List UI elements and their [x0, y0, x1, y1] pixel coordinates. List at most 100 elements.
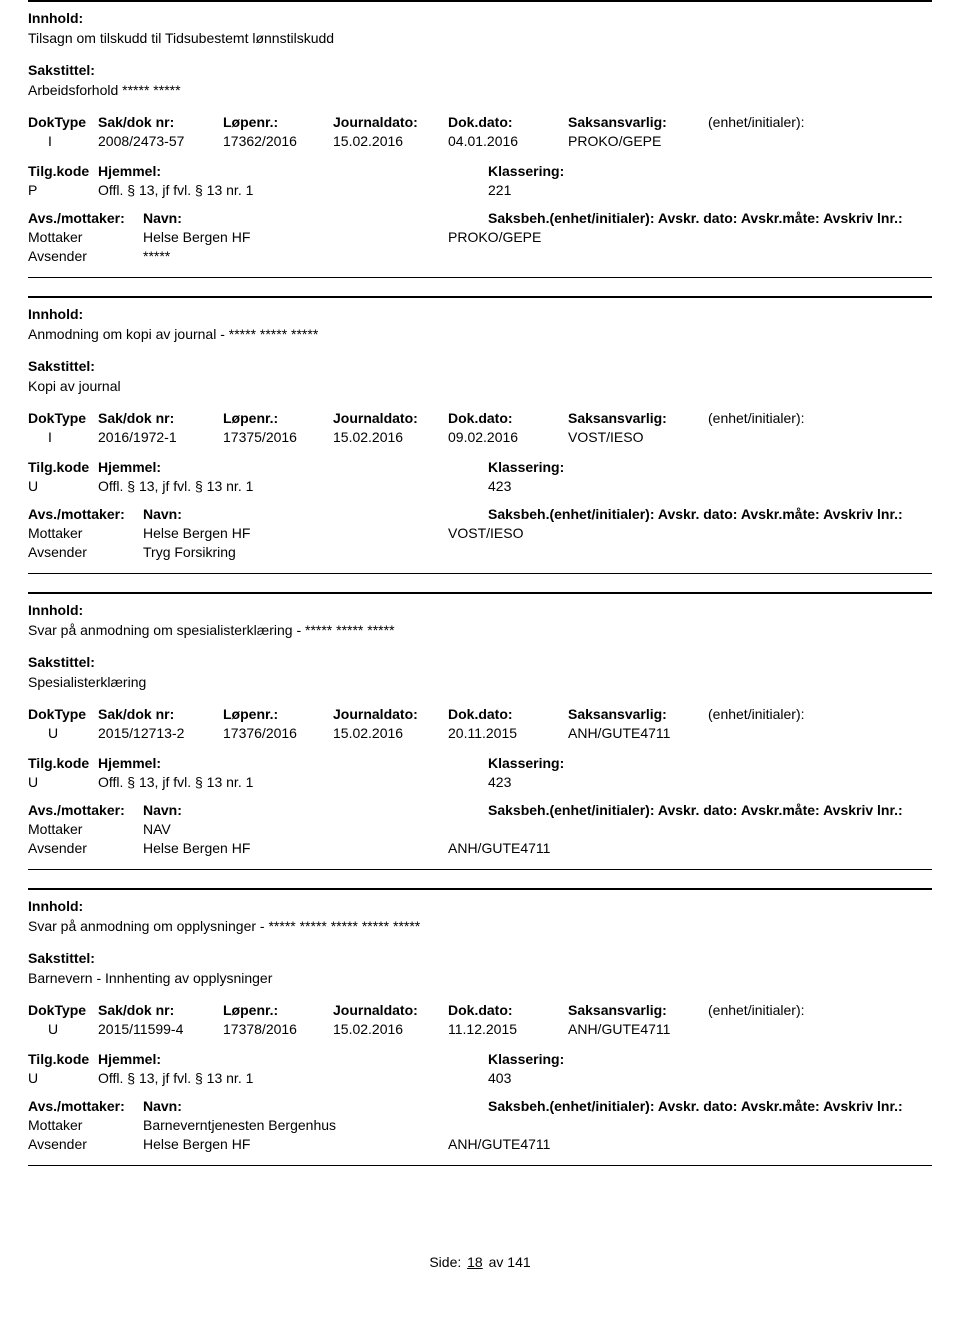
- journal-entry: Innhold: Svar på anmodning om opplysning…: [28, 888, 932, 1184]
- party-role: Mottaker: [28, 1117, 143, 1133]
- sakdok-label: Sak/dok nr:: [98, 410, 223, 426]
- navn-label: Navn:: [143, 506, 488, 522]
- klassering-value: 403: [488, 1070, 628, 1086]
- saksansvarlig-label: Saksansvarlig:: [568, 410, 708, 426]
- doktype-label: DokType: [28, 410, 98, 426]
- party-handler: [448, 1117, 628, 1133]
- hjemmel-label: Hjemmel:: [98, 1051, 488, 1067]
- party-handler: [448, 248, 628, 264]
- doktype-label: DokType: [28, 706, 98, 722]
- footer-page-number: 18: [465, 1254, 485, 1270]
- tilgkode-label: Tilg.kode: [28, 163, 98, 179]
- party-row: Mottaker Helse Bergen HF VOST/IESO: [28, 525, 932, 541]
- klassering-value: 423: [488, 774, 628, 790]
- party-row: Mottaker Barneverntjenesten Bergenhus: [28, 1117, 932, 1133]
- party-handler: ANH/GUTE4711: [448, 1136, 628, 1152]
- hjemmel-value: Offl. § 13, jf fvl. § 13 nr. 1: [98, 182, 488, 198]
- party-handler: [448, 544, 628, 560]
- party-row: Avsender Tryg Forsikring: [28, 544, 932, 560]
- saksansvarlig-value: VOST/IESO: [568, 429, 708, 445]
- avsmottaker-label: Avs./mottaker:: [28, 210, 143, 226]
- party-role: Mottaker: [28, 821, 143, 837]
- party-role: Avsender: [28, 1136, 143, 1152]
- sakdok-label: Sak/dok nr:: [98, 114, 223, 130]
- sakstittel-label: Sakstittel:: [28, 654, 932, 670]
- lopenr-label: Løpenr.:: [223, 114, 333, 130]
- party-handler: PROKO/GEPE: [448, 229, 628, 245]
- party-name: Barneverntjenesten Bergenhus: [143, 1117, 448, 1133]
- klassering-value: 221: [488, 182, 628, 198]
- tilgkode-label: Tilg.kode: [28, 755, 98, 771]
- tilgkode-value: U: [28, 774, 98, 790]
- sakdok-value: 2008/2473-57: [98, 133, 223, 149]
- journal-entry: Innhold: Anmodning om kopi av journal - …: [28, 296, 932, 592]
- party-handler: [448, 821, 628, 837]
- doktype-label: DokType: [28, 114, 98, 130]
- saksansvarlig-label: Saksansvarlig:: [568, 1002, 708, 1018]
- sakdok-value: 2015/12713-2: [98, 725, 223, 741]
- enhet-value: [708, 1021, 932, 1037]
- party-row: Mottaker Helse Bergen HF PROKO/GEPE: [28, 229, 932, 245]
- journaldato-label: Journaldato:: [333, 410, 448, 426]
- tilgkode-label: Tilg.kode: [28, 1051, 98, 1067]
- footer-sep: av: [489, 1254, 504, 1270]
- journal-entry: Innhold: Tilsagn om tilskudd til Tidsube…: [28, 0, 932, 296]
- party-row: Avsender Helse Bergen HF ANH/GUTE4711: [28, 840, 932, 856]
- lopenr-value: 17362/2016: [223, 133, 333, 149]
- tilgkode-label: Tilg.kode: [28, 459, 98, 475]
- journaldato-value: 15.02.2016: [333, 429, 448, 445]
- saksansvarlig-label: Saksansvarlig:: [568, 114, 708, 130]
- navn-label: Navn:: [143, 1098, 488, 1114]
- saksbeh-label: Saksbeh.(enhet/initialer): Avskr. dato: …: [488, 210, 932, 226]
- hjemmel-label: Hjemmel:: [98, 163, 488, 179]
- tilgkode-value: U: [28, 478, 98, 494]
- tilgkode-value: U: [28, 1070, 98, 1086]
- lopenr-value: 17376/2016: [223, 725, 333, 741]
- journaldato-label: Journaldato:: [333, 1002, 448, 1018]
- party-handler: VOST/IESO: [448, 525, 628, 541]
- dokdato-label: Dok.dato:: [448, 114, 568, 130]
- innhold-text: Svar på anmodning om opplysninger - ****…: [28, 918, 932, 934]
- doktype-value: U: [28, 1021, 98, 1037]
- klassering-label: Klassering:: [488, 1051, 628, 1067]
- doktype-label: DokType: [28, 1002, 98, 1018]
- doktype-value: U: [28, 725, 98, 741]
- sakstittel-label: Sakstittel:: [28, 62, 932, 78]
- party-name: Helse Bergen HF: [143, 229, 448, 245]
- journaldato-label: Journaldato:: [333, 706, 448, 722]
- hjemmel-value: Offl. § 13, jf fvl. § 13 nr. 1: [98, 478, 488, 494]
- journaldato-value: 15.02.2016: [333, 133, 448, 149]
- enhet-label: (enhet/initialer):: [708, 410, 932, 426]
- dokdato-value: 04.01.2016: [448, 133, 568, 149]
- footer-side-label: Side:: [429, 1254, 461, 1270]
- party-name: Helse Bergen HF: [143, 840, 448, 856]
- avsmottaker-label: Avs./mottaker:: [28, 802, 143, 818]
- innhold-label: Innhold:: [28, 306, 932, 322]
- saksansvarlig-value: ANH/GUTE4711: [568, 1021, 708, 1037]
- sakstittel-label: Sakstittel:: [28, 950, 932, 966]
- party-role: Mottaker: [28, 525, 143, 541]
- dokdato-label: Dok.dato:: [448, 706, 568, 722]
- klassering-label: Klassering:: [488, 163, 628, 179]
- party-row: Mottaker NAV: [28, 821, 932, 837]
- party-name: Tryg Forsikring: [143, 544, 448, 560]
- dokdato-value: 11.12.2015: [448, 1021, 568, 1037]
- party-row: Avsender *****: [28, 248, 932, 264]
- journal-entry: Innhold: Svar på anmodning om spesialist…: [28, 592, 932, 888]
- party-role: Mottaker: [28, 229, 143, 245]
- dokdato-label: Dok.dato:: [448, 1002, 568, 1018]
- navn-label: Navn:: [143, 802, 488, 818]
- innhold-label: Innhold:: [28, 602, 932, 618]
- saksansvarlig-label: Saksansvarlig:: [568, 706, 708, 722]
- avsmottaker-label: Avs./mottaker:: [28, 506, 143, 522]
- enhet-value: [708, 725, 932, 741]
- enhet-label: (enhet/initialer):: [708, 114, 932, 130]
- enhet-label: (enhet/initialer):: [708, 1002, 932, 1018]
- sakstittel-text: Barnevern - Innhenting av opplysninger: [28, 970, 932, 986]
- innhold-label: Innhold:: [28, 898, 932, 914]
- sakdok-label: Sak/dok nr:: [98, 1002, 223, 1018]
- innhold-text: Svar på anmodning om spesialisterklæring…: [28, 622, 932, 638]
- party-role: Avsender: [28, 248, 143, 264]
- enhet-label: (enhet/initialer):: [708, 706, 932, 722]
- lopenr-label: Løpenr.:: [223, 410, 333, 426]
